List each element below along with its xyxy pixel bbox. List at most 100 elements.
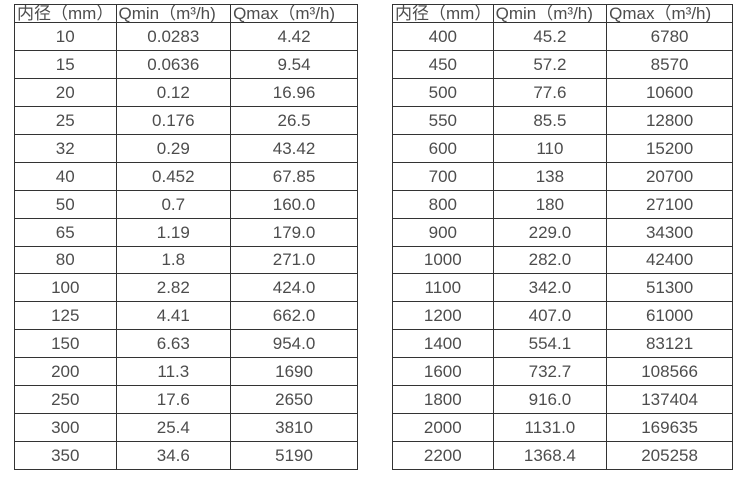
cell-qmin: 0.7 bbox=[115, 189, 232, 219]
cell-diameter: 32 bbox=[14, 133, 117, 163]
cell-qmin: 0.176 bbox=[115, 105, 232, 135]
cell-qmin: 6.63 bbox=[115, 329, 232, 359]
cell-qmax: 662.0 bbox=[230, 301, 358, 331]
cell-diameter: 2000 bbox=[392, 413, 494, 443]
cell-diameter: 300 bbox=[14, 413, 117, 443]
cell-diameter: 550 bbox=[392, 105, 494, 135]
table-row: 1200 407.0 61000 bbox=[392, 301, 733, 331]
header-row: 内径（mm） Qmin（m³/h) Qmax（m³/h) bbox=[392, 4, 733, 23]
cell-qmin: 0.12 bbox=[115, 77, 232, 107]
cell-qmin: 0.452 bbox=[115, 161, 232, 191]
cell-qmax: 108566 bbox=[606, 357, 733, 387]
table-row: 100 2.82 424.0 bbox=[14, 273, 358, 303]
cell-diameter: 1800 bbox=[392, 385, 494, 415]
cell-diameter: 65 bbox=[14, 217, 117, 247]
cell-qmax: 51300 bbox=[606, 273, 733, 303]
cell-qmax: 160.0 bbox=[230, 189, 358, 219]
cell-qmax: 6780 bbox=[606, 22, 733, 51]
cell-diameter: 800 bbox=[392, 189, 494, 219]
cell-qmin: 1131.0 bbox=[492, 413, 608, 443]
cell-qmax: 43.42 bbox=[230, 133, 358, 163]
cell-diameter: 40 bbox=[14, 161, 117, 191]
table-row: 300 25.4 3810 bbox=[14, 413, 358, 443]
cell-diameter: 500 bbox=[392, 77, 494, 107]
cell-diameter: 200 bbox=[14, 357, 117, 387]
table-row: 25 0.176 26.5 bbox=[14, 105, 358, 135]
cell-qmax: 26.5 bbox=[230, 105, 358, 135]
table-row: 550 85.5 12800 bbox=[392, 105, 733, 135]
table-row: 2000 1131.0 169635 bbox=[392, 413, 733, 443]
cell-qmin: 180 bbox=[492, 189, 608, 219]
cell-qmin: 138 bbox=[492, 161, 608, 191]
cell-qmin: 57.2 bbox=[492, 49, 608, 79]
cell-diameter: 700 bbox=[392, 161, 494, 191]
header-qmin: Qmin（m³/h) bbox=[115, 4, 232, 23]
cell-qmax: 61000 bbox=[606, 301, 733, 331]
cell-qmax: 34300 bbox=[606, 217, 733, 247]
table-row: 1600 732.7 108566 bbox=[392, 357, 733, 387]
cell-qmin: 77.6 bbox=[492, 77, 608, 107]
cell-qmin: 25.4 bbox=[115, 413, 232, 443]
cell-qmin: 732.7 bbox=[492, 357, 608, 387]
table-row: 500 77.6 10600 bbox=[392, 77, 733, 107]
cell-diameter: 400 bbox=[392, 22, 494, 51]
table-row: 150 6.63 954.0 bbox=[14, 329, 358, 359]
cell-qmax: 1690 bbox=[230, 357, 358, 387]
table-row: 1100 342.0 51300 bbox=[392, 273, 733, 303]
cell-qmin: 45.2 bbox=[492, 22, 608, 51]
cell-diameter: 450 bbox=[392, 49, 494, 79]
cell-qmin: 1368.4 bbox=[492, 441, 608, 470]
table-row: 2200 1368.4 205258 bbox=[392, 441, 733, 470]
cell-qmax: 8570 bbox=[606, 49, 733, 79]
cell-qmax: 10600 bbox=[606, 77, 733, 107]
cell-qmin: 1.8 bbox=[115, 245, 232, 275]
header-row: 内径（mm） Qmin（m³/h) Qmax（m³/h) bbox=[14, 4, 358, 23]
table-row: 20 0.12 16.96 bbox=[14, 77, 358, 107]
cell-qmax: 2650 bbox=[230, 385, 358, 415]
header-qmax: Qmax（m³/h) bbox=[230, 4, 358, 23]
cell-diameter: 900 bbox=[392, 217, 494, 247]
table-row: 400 45.2 6780 bbox=[392, 22, 733, 51]
cell-qmin: 0.0636 bbox=[115, 49, 232, 79]
cell-diameter: 15 bbox=[14, 49, 117, 79]
cell-diameter: 1000 bbox=[392, 245, 494, 275]
cell-qmax: 271.0 bbox=[230, 245, 358, 275]
table-row: 350 34.6 5190 bbox=[14, 441, 358, 470]
table-row: 40 0.452 67.85 bbox=[14, 161, 358, 191]
header-diameter: 内径（mm） bbox=[14, 4, 117, 23]
cell-qmin: 4.41 bbox=[115, 301, 232, 331]
cell-qmin: 1.19 bbox=[115, 217, 232, 247]
cell-qmin: 229.0 bbox=[492, 217, 608, 247]
cell-qmax: 4.42 bbox=[230, 22, 358, 51]
header-qmin: Qmin（m³/h) bbox=[492, 4, 608, 23]
flow-spec-table-large-diameters: 内径（mm） Qmin（m³/h) Qmax（m³/h) 400 45.2 6780 45… bbox=[392, 4, 733, 470]
cell-qmin: 2.82 bbox=[115, 273, 232, 303]
cell-qmin: 0.29 bbox=[115, 133, 232, 163]
cell-qmax: 12800 bbox=[606, 105, 733, 135]
table-row: 50 0.7 160.0 bbox=[14, 189, 358, 219]
cell-diameter: 150 bbox=[14, 329, 117, 359]
cell-diameter: 1200 bbox=[392, 301, 494, 331]
header-qmax: Qmax（m³/h) bbox=[606, 4, 733, 23]
cell-qmin: 17.6 bbox=[115, 385, 232, 415]
table-row: 250 17.6 2650 bbox=[14, 385, 358, 415]
cell-qmin: 916.0 bbox=[492, 385, 608, 415]
cell-diameter: 25 bbox=[14, 105, 117, 135]
cell-qmin: 0.0283 bbox=[115, 22, 232, 51]
table-row: 1800 916.0 137404 bbox=[392, 385, 733, 415]
header-diameter: 内径（mm） bbox=[392, 4, 494, 23]
cell-qmin: 407.0 bbox=[492, 301, 608, 331]
table-row: 65 1.19 179.0 bbox=[14, 217, 358, 247]
cell-diameter: 80 bbox=[14, 245, 117, 275]
cell-diameter: 50 bbox=[14, 189, 117, 219]
table-row: 800 180 27100 bbox=[392, 189, 733, 219]
cell-qmin: 85.5 bbox=[492, 105, 608, 135]
cell-diameter: 600 bbox=[392, 133, 494, 163]
table-row: 200 11.3 1690 bbox=[14, 357, 358, 387]
flow-spec-table-small-diameters: 内径（mm） Qmin（m³/h) Qmax（m³/h) 10 0.0283 4.42 1… bbox=[14, 4, 358, 470]
cell-qmin: 554.1 bbox=[492, 329, 608, 359]
table-body: 400 45.2 6780 450 57.2 8570 500 77.6 10600 550 85.… bbox=[392, 22, 733, 470]
table-header-row: 内径（mm） Qmin（m³/h) Qmax（m³/h) bbox=[14, 4, 358, 23]
cell-qmax: 83121 bbox=[606, 329, 733, 359]
